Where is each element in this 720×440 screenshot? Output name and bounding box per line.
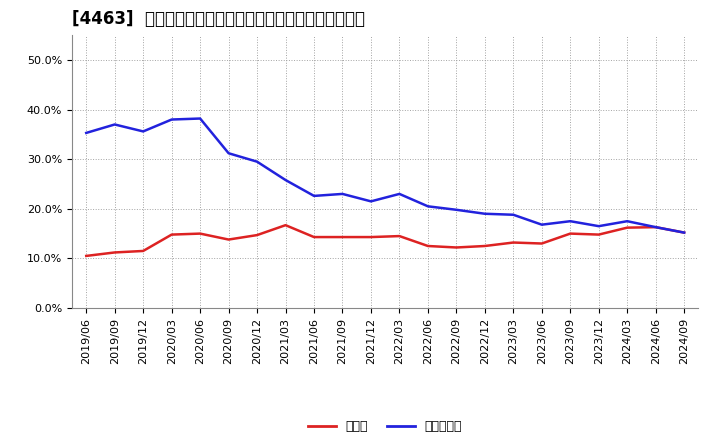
Legend: 現預金, 有利子負債: 現預金, 有利子負債 — [303, 415, 467, 438]
Text: [4463]  現預金、有利子負債の総資産に対する比率の推移: [4463] 現預金、有利子負債の総資産に対する比率の推移 — [72, 10, 365, 28]
